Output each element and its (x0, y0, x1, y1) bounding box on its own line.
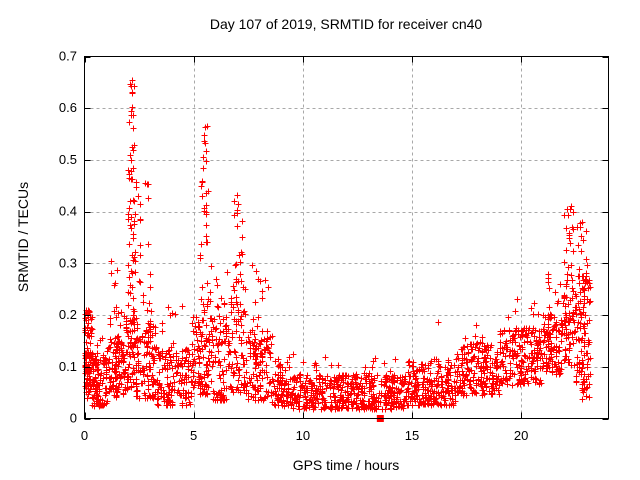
y-tick-label: 0.5 (59, 152, 77, 167)
plot-frame-rect (84, 56, 609, 419)
grid-lines (84, 56, 609, 419)
x-tick-label: 20 (514, 428, 528, 443)
x-tick-label: 0 (81, 428, 88, 443)
plus-markers (82, 77, 594, 413)
x-axis-label: GPS time / hours (293, 457, 400, 473)
scatter-data-points (82, 77, 594, 422)
y-tick-label: 0.4 (59, 204, 77, 219)
y-tick-label: 0.6 (59, 100, 77, 115)
y-tick-label: 0.1 (59, 359, 77, 374)
axis-tick-labels: 0 5 10 15 20 0 0.1 0.2 0.3 0.4 0.5 0.6 0.7 (59, 49, 528, 444)
x-tick-label: 5 (190, 428, 197, 443)
y-axis-label: SRMTID / TECUs (15, 182, 31, 292)
plot-border (84, 56, 609, 419)
chart-title: Day 107 of 2019, SRMTID for receiver cn4… (210, 16, 483, 32)
x-tick-label: 15 (405, 428, 419, 443)
axis-tick-marks (84, 56, 609, 420)
y-tick-label: 0.3 (59, 255, 77, 270)
y-tick-label: 0.7 (59, 49, 77, 64)
y-tick-label: 0 (70, 411, 77, 426)
x-tick-label: 10 (296, 428, 310, 443)
y-tick-label: 0.2 (59, 307, 77, 322)
